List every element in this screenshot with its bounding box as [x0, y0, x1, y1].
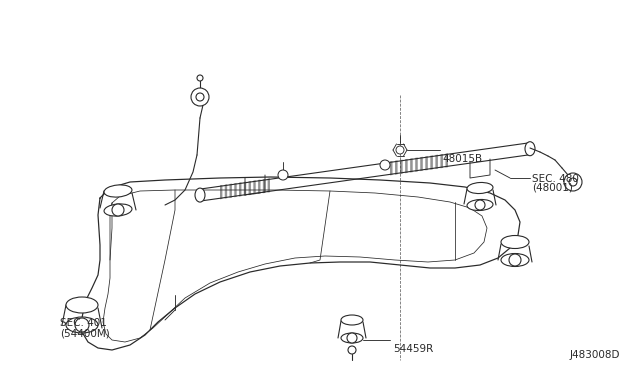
Polygon shape [390, 161, 392, 175]
Polygon shape [435, 155, 438, 169]
Polygon shape [225, 184, 227, 199]
Circle shape [347, 333, 357, 343]
Polygon shape [395, 160, 397, 175]
Text: (54400M): (54400M) [60, 328, 109, 338]
Circle shape [396, 146, 404, 154]
Polygon shape [263, 179, 265, 193]
Ellipse shape [467, 182, 493, 193]
Polygon shape [405, 159, 408, 173]
Circle shape [380, 160, 390, 170]
Circle shape [564, 173, 582, 191]
Text: SEC. 480: SEC. 480 [532, 174, 579, 184]
Ellipse shape [341, 333, 363, 343]
Ellipse shape [501, 253, 529, 266]
Polygon shape [239, 182, 241, 196]
Circle shape [348, 346, 356, 354]
Polygon shape [248, 181, 251, 195]
Polygon shape [430, 155, 433, 170]
Ellipse shape [467, 199, 493, 211]
Polygon shape [410, 158, 413, 173]
Polygon shape [426, 156, 428, 170]
Polygon shape [415, 157, 418, 172]
Ellipse shape [104, 185, 132, 197]
Text: SEC. 401: SEC. 401 [60, 318, 107, 328]
Polygon shape [268, 178, 270, 193]
Polygon shape [420, 157, 423, 171]
Circle shape [509, 254, 521, 266]
Polygon shape [445, 153, 448, 167]
Polygon shape [258, 180, 260, 194]
Polygon shape [234, 183, 237, 197]
Ellipse shape [501, 235, 529, 248]
Polygon shape [230, 184, 232, 198]
Ellipse shape [66, 317, 98, 333]
Text: 48015B: 48015B [442, 154, 482, 164]
Ellipse shape [341, 315, 363, 325]
Circle shape [112, 204, 124, 216]
Circle shape [278, 170, 288, 180]
Ellipse shape [195, 188, 205, 202]
Circle shape [569, 178, 577, 186]
Circle shape [191, 88, 209, 106]
Circle shape [197, 75, 203, 81]
Ellipse shape [525, 142, 535, 156]
Polygon shape [400, 160, 403, 174]
Circle shape [475, 200, 485, 210]
Circle shape [75, 318, 89, 332]
Ellipse shape [66, 297, 98, 313]
Polygon shape [220, 185, 222, 199]
Ellipse shape [104, 204, 132, 216]
Polygon shape [440, 154, 443, 168]
Polygon shape [253, 180, 256, 195]
Polygon shape [244, 182, 246, 196]
Text: J483008D: J483008D [570, 350, 620, 360]
Circle shape [196, 93, 204, 101]
Text: (48001): (48001) [532, 183, 573, 193]
Text: 54459R: 54459R [393, 344, 433, 354]
